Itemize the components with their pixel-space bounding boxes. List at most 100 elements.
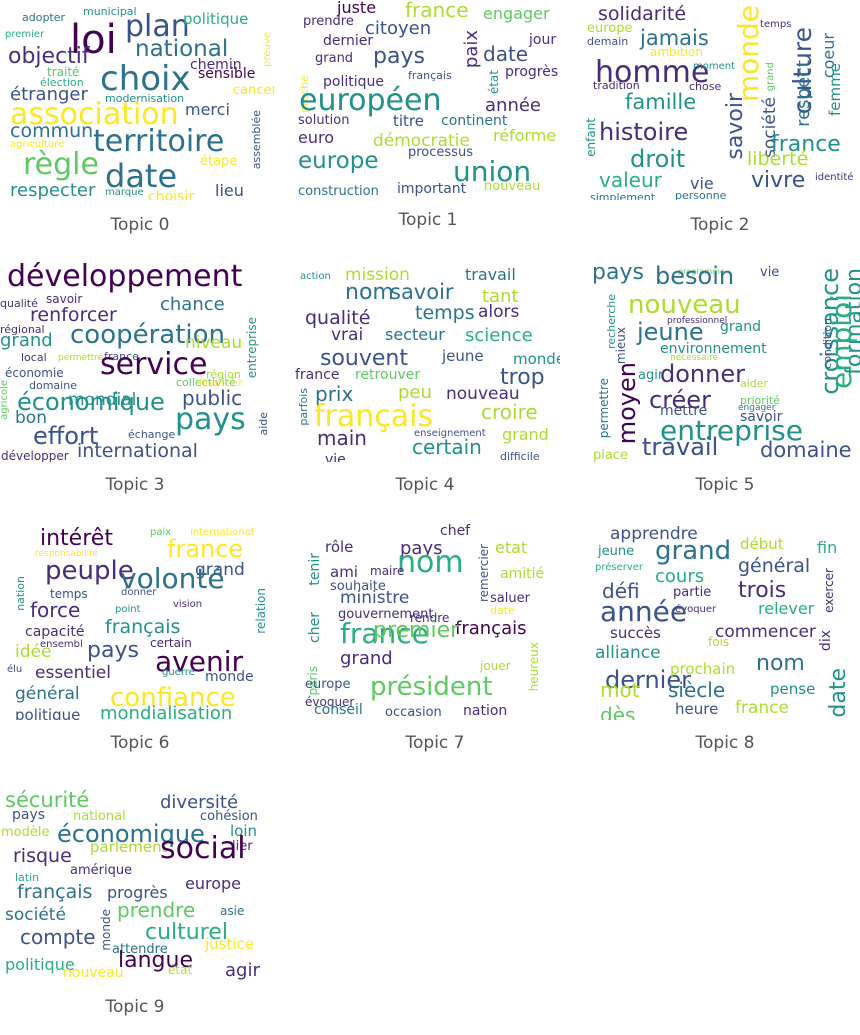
cloud-word: développement (7, 262, 243, 294)
cloud-word: vie (690, 174, 714, 193)
cloud-word: savoir (723, 93, 748, 160)
cloud-word: évoquer (675, 604, 717, 615)
cloud-word: temps (760, 19, 792, 30)
cloud-word: saluer (490, 591, 530, 606)
cloud-word: france (104, 350, 139, 363)
cloud-word: marque (105, 187, 144, 198)
cloud-word: nom (397, 545, 464, 580)
cloud-word: loin (230, 822, 258, 840)
cloud-word: asie (220, 904, 245, 918)
cloud-word: service (100, 347, 208, 382)
cloud-word: occasion (385, 705, 442, 720)
cloud-word: nouveau (484, 179, 541, 194)
cloud-word: chemin (190, 57, 242, 73)
cloud-word: évoquer (305, 695, 355, 709)
cloud-word: modèle (1, 825, 50, 840)
topic-panel-5: pays programme besoin vie croissance formatio… (590, 262, 860, 512)
cloud-word: savoir (740, 409, 783, 425)
cloud-word: main (317, 426, 367, 450)
cloud-word: mieux (614, 327, 628, 365)
cloud-word: dernier (323, 33, 374, 49)
cloud-word: alliance (595, 643, 661, 663)
cloud-word: liberté (747, 148, 809, 170)
cloud-word: prochain (670, 660, 736, 678)
cloud-word: qualité (0, 297, 38, 310)
topic-panel-1: juste france engager prendre citoyen dernier j… (293, 0, 563, 250)
cloud-word: domaine (29, 379, 77, 392)
cloud-word: respecter (10, 180, 96, 200)
cloud-word: exercer (822, 568, 836, 613)
cloud-word: mot (600, 678, 640, 702)
cloud-word: coopération (70, 320, 226, 350)
cloud-word: sensible (198, 66, 256, 82)
cloud-word: jamais (640, 26, 709, 50)
cloud-word: politique (5, 955, 75, 974)
cloud-word: traité (47, 65, 80, 79)
cloud-word: choix (100, 59, 191, 99)
cloud-word: chef (440, 523, 471, 539)
word-cloud: solidarité monde europe temps jamais culture c… (585, 0, 855, 201)
cloud-word: volonté (120, 562, 225, 595)
cloud-word: mondial (68, 390, 137, 410)
cloud-word: premier (373, 618, 460, 643)
cloud-word: économie (5, 366, 64, 380)
topic-panel-2: solidarité monde europe temps jamais culture c… (585, 0, 855, 250)
cloud-word: intérêt (40, 526, 113, 551)
cloud-word: français (105, 616, 181, 638)
cloud-word: mettre (660, 403, 708, 419)
topic-panel-3: développement qualité savoir chance renforce… (0, 262, 270, 512)
cloud-word: étranger (10, 84, 88, 105)
cloud-word: europe (185, 874, 241, 893)
cloud-word: domaine (760, 438, 852, 462)
cloud-word: choisir (148, 189, 194, 200)
cloud-word: souhaite (330, 579, 386, 594)
topic-panel-6: intérêt paix international france responsabi… (5, 520, 275, 770)
cloud-word: agriculture (10, 139, 65, 150)
word-cloud: adopter municipal plan politique loi premier n… (5, 0, 275, 200)
cloud-word: responsabilité (35, 549, 99, 559)
cloud-word: règle (23, 147, 99, 182)
cloud-word: jeune (598, 544, 635, 559)
cloud-word: chose (689, 80, 722, 93)
cloud-word: donner (660, 360, 745, 388)
cloud-word: pays (400, 538, 443, 559)
cloud-word: savoir (390, 280, 454, 304)
cloud-word: mondialisation (100, 703, 233, 721)
cloud-word: pays (592, 262, 644, 285)
cloud-word: dix (818, 630, 834, 652)
cloud-word: latin (15, 871, 40, 884)
cloud-word: certain (150, 636, 192, 650)
cloud-word: place (593, 448, 628, 462)
topic-caption: Topic 2 (690, 215, 750, 235)
topic-panel-9: sécurité diversité pays national cohésion éco… (0, 782, 270, 1032)
cloud-word: science (465, 325, 533, 346)
cloud-word: maire (370, 564, 405, 578)
cloud-word: état (487, 70, 501, 95)
cloud-word: pays (373, 44, 425, 69)
cloud-word: union (453, 155, 532, 188)
cloud-word: niveau (185, 333, 243, 353)
cloud-word: date (483, 42, 529, 66)
cloud-word: régional (0, 323, 45, 336)
cloud-word: nation (14, 576, 27, 611)
cloud-word: nouveau (628, 290, 741, 320)
cloud-word: processus (408, 145, 473, 160)
cloud-word: compte (20, 925, 96, 949)
cloud-word: français (314, 399, 434, 434)
cloud-word: solidarité (598, 3, 687, 25)
cloud-word: grand (720, 319, 761, 335)
cloud-word: temps (50, 587, 88, 601)
cloud-word: simplement (590, 191, 656, 200)
cloud-word: ensembl (40, 639, 83, 650)
cloud-word: créer (649, 386, 711, 414)
topic-panel-7: chef rôle pays etat tenir nom ami maire amitié so… (300, 520, 570, 770)
topic-caption: Topic 8 (695, 733, 755, 753)
cloud-word: fin (817, 538, 838, 557)
cloud-word: pays (12, 807, 46, 823)
cloud-word: progrès (107, 883, 168, 902)
cloud-word: respect (793, 60, 814, 127)
cloud-word: permettre (58, 353, 104, 363)
cloud-word: nation (463, 703, 508, 719)
cloud-word: vivre (751, 168, 806, 193)
cloud-word: prix (315, 382, 354, 406)
